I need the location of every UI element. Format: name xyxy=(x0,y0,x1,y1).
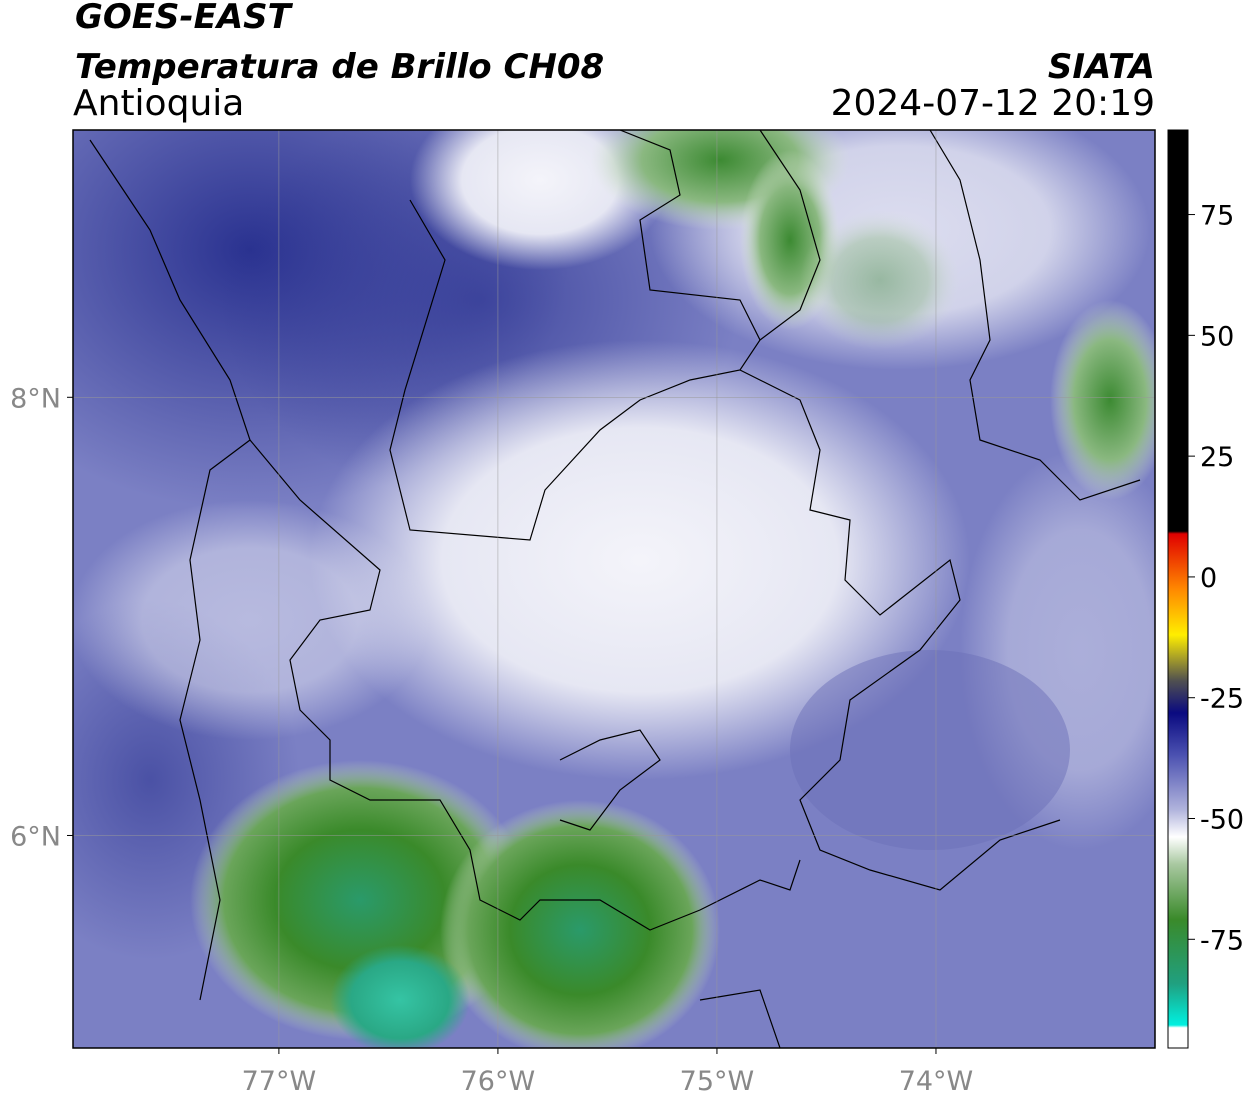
colorbar-tick-label: 25 xyxy=(1200,442,1234,473)
title: GOES-EAST xyxy=(75,0,294,37)
x-tick-label: 75°W xyxy=(680,1066,755,1097)
colorbar xyxy=(1167,129,1189,1049)
x-tick-label: 76°W xyxy=(461,1066,536,1097)
colorbar-tick-label: -50 xyxy=(1200,805,1244,836)
y-tick-label: 6°N xyxy=(10,821,61,852)
subtitle: Temperatura de Brillo CH08 xyxy=(75,47,604,87)
map-frame xyxy=(72,129,1156,1049)
map-grid xyxy=(73,130,1155,1048)
region: Antioquia xyxy=(73,83,244,124)
colorbar-tick-label: 75 xyxy=(1200,201,1234,232)
x-tick-label: 74°W xyxy=(899,1066,974,1097)
colorbar-tick-label: 0 xyxy=(1200,563,1217,594)
colorbar-tick-label: -25 xyxy=(1200,684,1244,715)
colorbar-tick-label: -75 xyxy=(1200,925,1244,956)
x-tick-label: 77°W xyxy=(242,1066,317,1097)
map-image xyxy=(73,130,1155,1048)
datetime: 2024-07-12 20:19 xyxy=(831,83,1155,124)
colorbar-tick-label: 50 xyxy=(1200,321,1234,352)
y-tick-label: 8°N xyxy=(10,383,61,414)
source: SIATA xyxy=(1048,47,1155,87)
